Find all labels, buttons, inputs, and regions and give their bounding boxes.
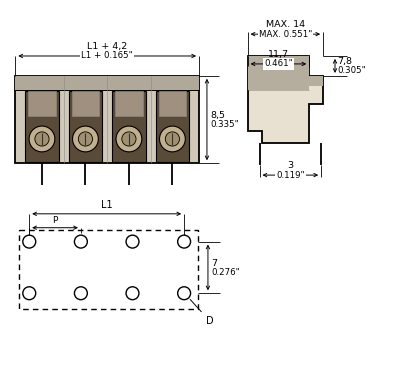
Circle shape bbox=[122, 132, 136, 146]
Text: 7: 7 bbox=[211, 259, 217, 268]
Text: L1: L1 bbox=[101, 200, 112, 210]
Bar bbox=[28, 91, 56, 116]
Circle shape bbox=[126, 287, 139, 300]
Circle shape bbox=[23, 287, 36, 300]
Text: 3: 3 bbox=[287, 161, 293, 170]
Text: 0.335": 0.335" bbox=[210, 120, 239, 129]
Circle shape bbox=[35, 132, 49, 146]
Circle shape bbox=[23, 235, 36, 248]
Bar bbox=[15, 76, 199, 90]
Text: D: D bbox=[190, 299, 214, 326]
Bar bbox=[158, 91, 186, 116]
Circle shape bbox=[178, 287, 190, 300]
Circle shape bbox=[78, 132, 92, 146]
Circle shape bbox=[178, 235, 190, 248]
Text: L1 + 4,2: L1 + 4,2 bbox=[87, 42, 127, 51]
Text: 8,5: 8,5 bbox=[210, 111, 225, 120]
Circle shape bbox=[29, 126, 55, 152]
Bar bbox=[15, 76, 199, 163]
Circle shape bbox=[72, 126, 98, 152]
Bar bbox=[25, 91, 59, 162]
Circle shape bbox=[165, 132, 180, 146]
Text: 7,8: 7,8 bbox=[337, 57, 352, 67]
Bar bbox=[68, 91, 102, 162]
Bar bbox=[112, 91, 146, 162]
Bar bbox=[19, 230, 198, 309]
Text: 11,7: 11,7 bbox=[268, 50, 289, 59]
Bar bbox=[156, 91, 189, 162]
Bar bbox=[115, 91, 143, 116]
Text: 0.119": 0.119" bbox=[276, 170, 305, 180]
Text: 0.305": 0.305" bbox=[337, 67, 366, 75]
Text: L1 + 0.165": L1 + 0.165" bbox=[81, 51, 133, 60]
Text: 0.276": 0.276" bbox=[211, 268, 240, 277]
Circle shape bbox=[160, 126, 185, 152]
Text: MAX. 0.551": MAX. 0.551" bbox=[259, 29, 312, 39]
Text: MAX. 14: MAX. 14 bbox=[266, 20, 305, 29]
Polygon shape bbox=[248, 56, 323, 143]
Polygon shape bbox=[248, 56, 323, 90]
Circle shape bbox=[74, 235, 87, 248]
Text: 0.461": 0.461" bbox=[264, 59, 293, 68]
Text: P: P bbox=[52, 216, 58, 225]
Circle shape bbox=[74, 287, 87, 300]
Circle shape bbox=[116, 126, 142, 152]
Circle shape bbox=[126, 235, 139, 248]
Bar bbox=[72, 91, 99, 116]
